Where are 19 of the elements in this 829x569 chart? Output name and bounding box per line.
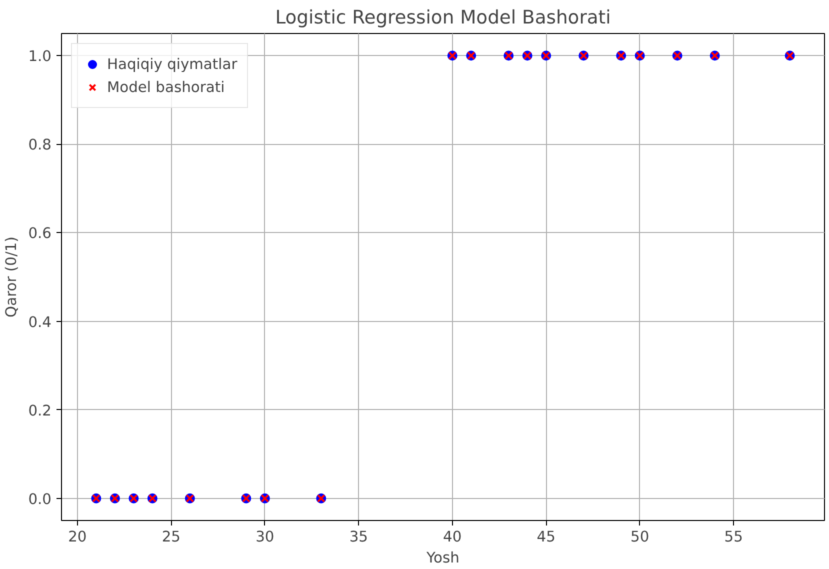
y-axis-title: Qaror (0/1) [3, 236, 20, 318]
y-tick-label: 0.6 [28, 225, 52, 242]
x-tick-label: 30 [256, 528, 274, 546]
y-tick-label: 0.4 [28, 314, 52, 331]
x-tick-label: 20 [68, 528, 87, 546]
x-tick-label: 55 [724, 528, 743, 546]
y-tick-label: 0.0 [28, 490, 52, 508]
y-tick-label: 1.0 [28, 48, 52, 66]
x-tick-label: 50 [630, 528, 650, 546]
x-tick-label: 40 [443, 528, 462, 546]
x-tick-label: 25 [162, 528, 180, 546]
chart-title: Logistic Regression Model Bashorati [275, 8, 611, 28]
legend-label: Haqiqiy qiymatlar [107, 56, 238, 72]
y-tick-label: 0.2 [28, 402, 52, 420]
y-tick-label: 0.8 [28, 136, 52, 154]
x-tick-label: 45 [536, 528, 556, 546]
x-axis-title: Yosh [426, 550, 460, 566]
x-tick-label: 35 [349, 528, 368, 546]
legend-label: Model bashorati [107, 78, 225, 96]
